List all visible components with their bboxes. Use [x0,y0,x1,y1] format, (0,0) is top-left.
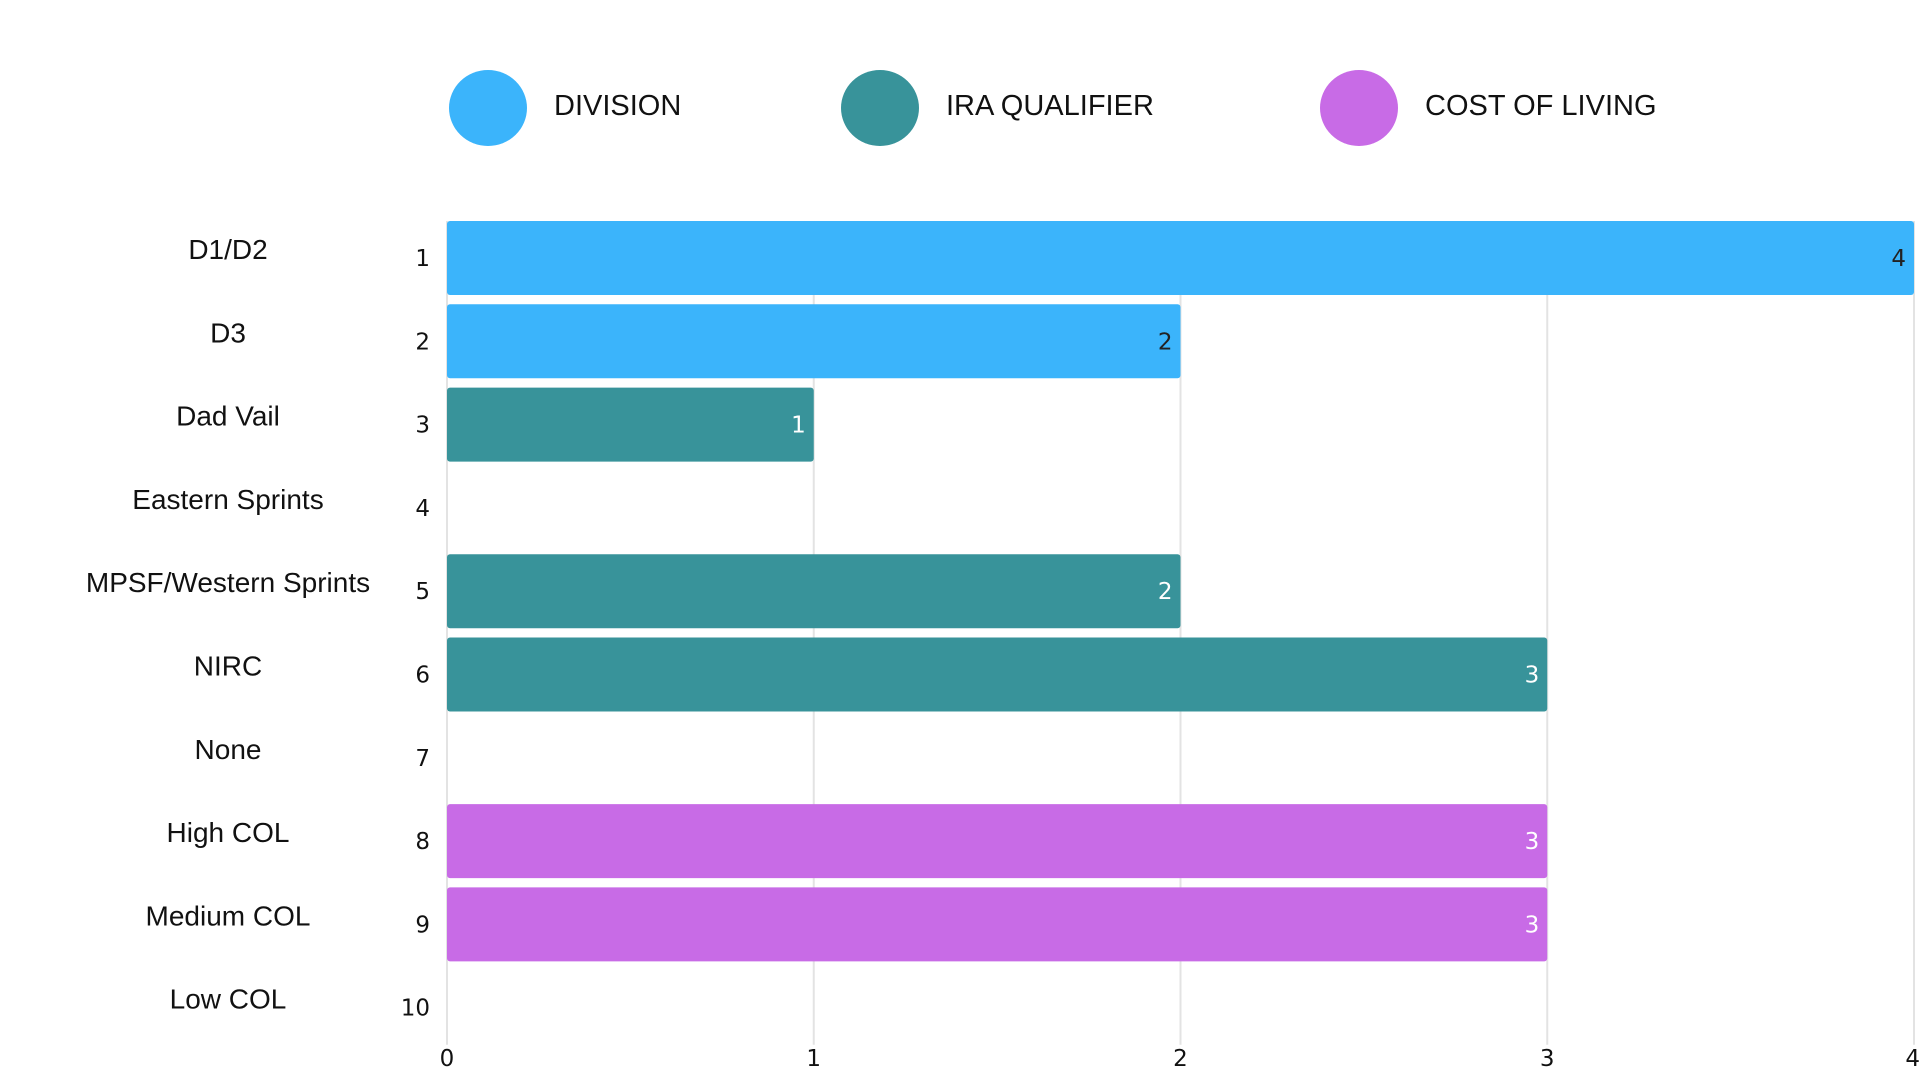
x-tick-label-0: 0 [440,1046,455,1072]
bar-medium-col [447,887,1548,962]
bar-mpsf-western-sprints [447,554,1181,629]
value-label-mpsf-western-sprints: 2 [1158,579,1173,605]
chart-legend: DIVISION IRA QUALIFIER COST OF LIVING [449,70,1657,146]
value-label-dad-vail: 1 [791,413,806,439]
value-label-medium-col: 3 [1525,912,1540,938]
rank-label-medium-col: 9 [415,912,430,938]
rank-label-eastern-sprints: 4 [415,496,430,522]
rank-label-mpsf-western-sprints: 5 [415,579,430,605]
category-label-low-col: Low COL [170,984,287,1015]
category-label-none: None [195,734,262,765]
rank-label-none: 7 [415,746,430,772]
rank-label-nirc: 6 [415,663,430,689]
legend-marker-cost-of-living [1320,70,1398,146]
rank-label-dad-vail: 3 [415,413,430,439]
bar-nirc [447,637,1548,712]
rank-label-low-col: 10 [401,996,430,1022]
bar-dad-vail [447,387,814,462]
chart-bars: 4 2 1 2 3 3 3 [447,221,1914,962]
bar-d1-d2 [447,221,1914,295]
x-tick-label-1: 1 [806,1046,821,1072]
bar-high-col [447,804,1548,879]
legend-label-ira-qualifier: IRA QUALIFIER [946,90,1154,122]
x-tick-label-3: 3 [1540,1046,1555,1072]
category-label-nirc: NIRC [194,651,262,682]
legend-label-cost-of-living: COST OF LIVING [1425,90,1657,122]
x-tick-label-2: 2 [1173,1046,1188,1072]
legend-marker-ira-qualifier [841,70,919,146]
value-label-d3: 2 [1158,329,1173,355]
rank-label-d1-d2: 1 [415,246,430,272]
category-label-mpsf-western-sprints: MPSF/Western Sprints [86,567,370,598]
category-label-eastern-sprints: Eastern Sprints [132,484,323,515]
bar-d3 [447,304,1181,379]
chart-category-labels: D1/D2 1 D3 2 Dad Vail 3 Eastern Sprints 4 MPSF/W… [86,234,430,1022]
category-label-high-col: High COL [167,817,290,848]
category-label-medium-col: Medium COL [146,900,311,931]
rank-label-d3: 2 [415,329,430,355]
category-label-d3: D3 [210,317,246,348]
category-label-dad-vail: Dad Vail [176,401,280,432]
legend-label-division: DIVISION [554,90,681,122]
legend-marker-division [449,70,527,146]
value-label-d1-d2: 4 [1891,246,1906,272]
chart-x-axis: 0 1 2 3 4 [440,1046,1920,1072]
category-label-d1-d2: D1/D2 [188,234,267,265]
rank-label-high-col: 8 [415,829,430,855]
x-tick-label-4: 4 [1905,1046,1920,1072]
value-label-high-col: 3 [1525,829,1540,855]
value-label-nirc: 3 [1525,663,1540,689]
